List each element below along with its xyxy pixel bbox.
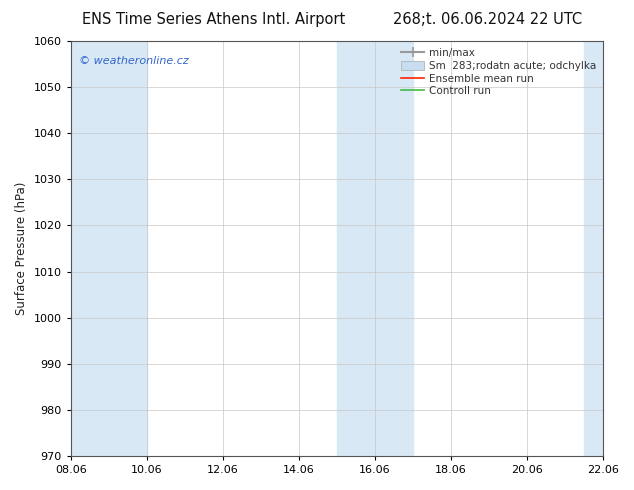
Bar xyxy=(337,41,413,456)
Bar xyxy=(71,41,146,456)
Text: 268;t. 06.06.2024 22 UTC: 268;t. 06.06.2024 22 UTC xyxy=(393,12,582,27)
Text: ENS Time Series Athens Intl. Airport: ENS Time Series Athens Intl. Airport xyxy=(82,12,346,27)
Legend: min/max, Sm  283;rodatn acute; odchylka, Ensemble mean run, Controll run: min/max, Sm 283;rodatn acute; odchylka, … xyxy=(399,46,598,98)
Text: © weatheronline.cz: © weatheronline.cz xyxy=(79,55,188,66)
Y-axis label: Surface Pressure (hPa): Surface Pressure (hPa) xyxy=(15,182,28,315)
Bar xyxy=(584,41,603,456)
